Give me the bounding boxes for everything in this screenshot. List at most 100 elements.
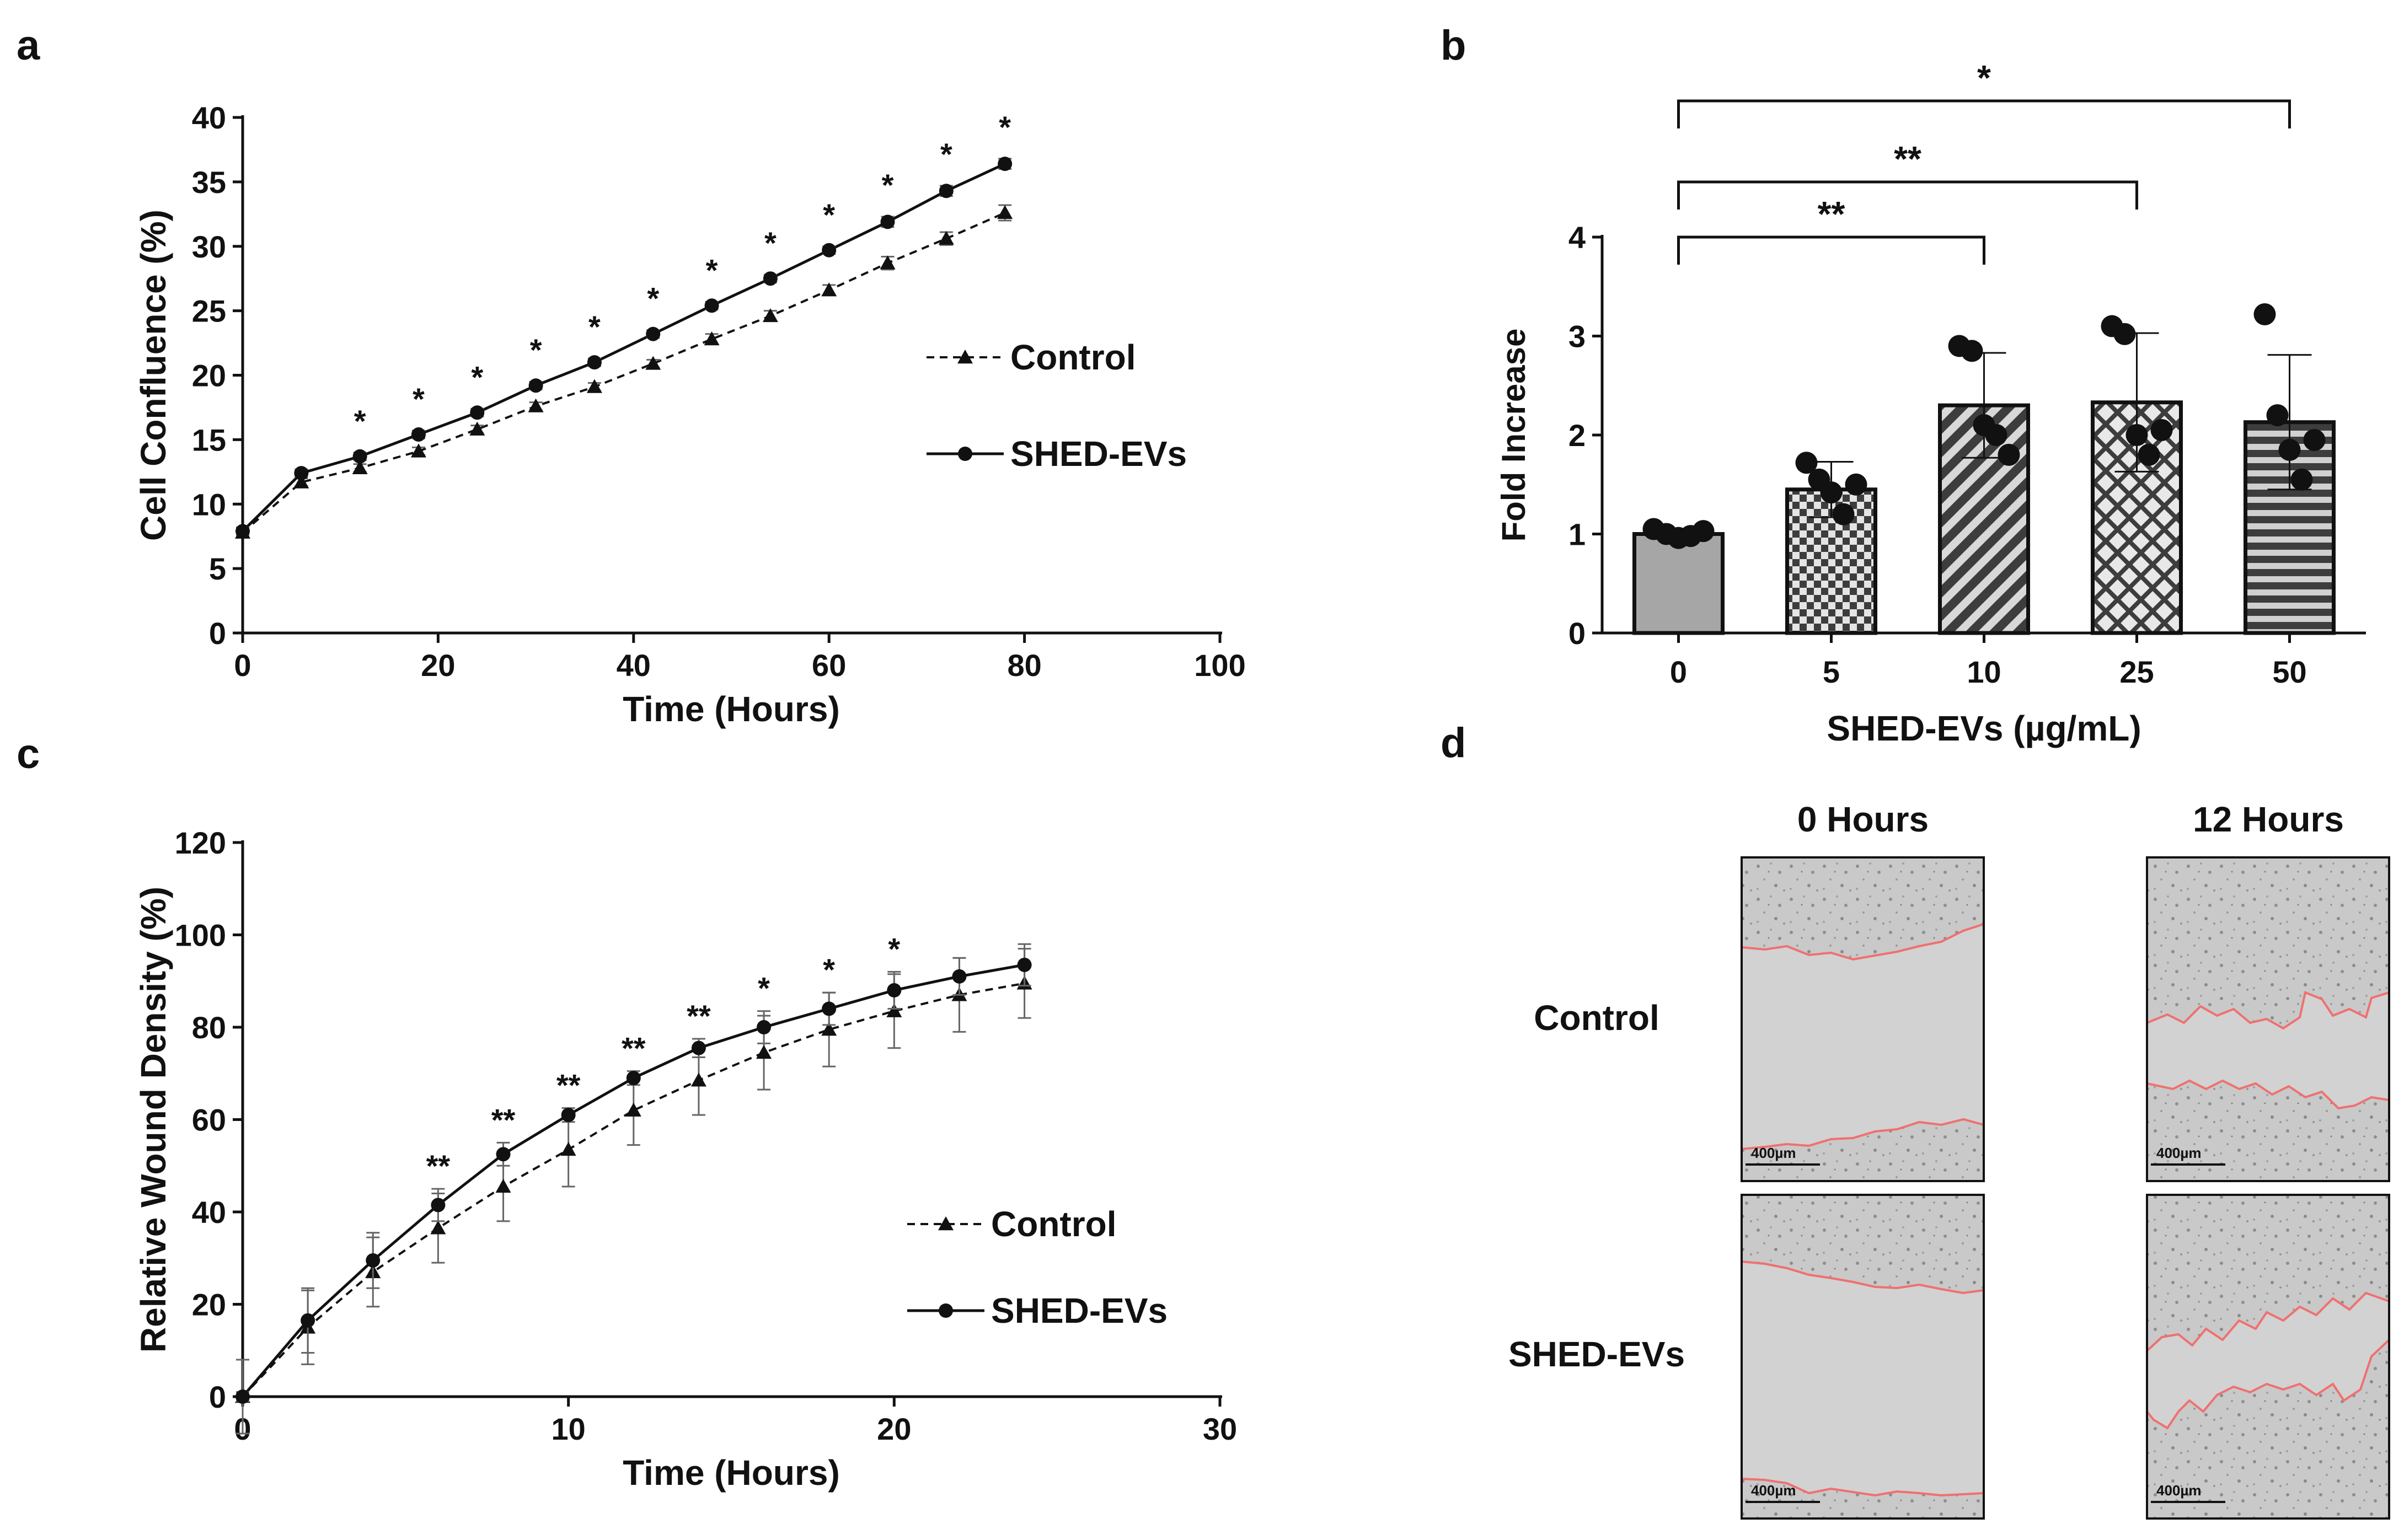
y-tick-label: 2: [1568, 418, 1586, 453]
significance-label: **: [622, 1031, 646, 1066]
data-point-shed-evs: [626, 1071, 641, 1086]
y-tick-label: 0: [209, 616, 226, 651]
data-point-control: [821, 282, 837, 297]
data-point-shed-evs: [301, 1313, 315, 1328]
data-point-shed-evs: [561, 1108, 576, 1123]
significance-label: **: [426, 1149, 451, 1183]
micrograph-control-0h: [1742, 857, 1984, 1181]
significance-label: **: [491, 1102, 516, 1137]
micrograph-frame-shed-evs-0h: [1741, 1194, 1985, 1520]
x-tick-label: 40: [617, 648, 651, 683]
data-point-shed-evs: [763, 271, 778, 286]
x-tick-label: 0: [1670, 654, 1687, 689]
data-point-control: [410, 443, 426, 458]
data-point-control: [586, 379, 602, 393]
data-point-shed-evs: [880, 214, 895, 229]
chart-b-fold-increase: 0 1 2 3 4 Fold Increase SHED-EVs (µg/mL) 0 5 10 25…: [1495, 58, 2366, 748]
replicate-point: [1845, 473, 1867, 496]
data-point-shed-evs: [691, 1040, 706, 1055]
micrograph-control-12h: [2147, 857, 2389, 1181]
bar-0: [1632, 532, 1725, 635]
comparison-bracket: [1677, 99, 2291, 128]
data-point-control: [430, 1220, 446, 1235]
x-axis-title: Time (Hours): [623, 1453, 840, 1493]
comparison-label: *: [1977, 58, 1991, 98]
series-line-shed-evs: [242, 963, 1025, 1398]
significance-label: *: [471, 359, 483, 394]
y-tick-label: 60: [192, 1103, 226, 1137]
y-tick-label: 20: [192, 1287, 226, 1322]
data-point-shed-evs: [939, 184, 954, 198]
y-tick-label: 0: [1568, 616, 1586, 651]
x-tick-label: 10: [552, 1412, 586, 1446]
y-tick-label: 40: [192, 100, 226, 135]
significance-label: *: [588, 309, 601, 344]
comparison-label: **: [1894, 139, 1921, 179]
y-tick-label: 25: [192, 294, 226, 329]
col-label-12-hours: 12 Hours: [2193, 799, 2344, 839]
data-point-shed-evs: [470, 405, 485, 420]
replicate-point: [2278, 438, 2301, 461]
y-tick-label: 10: [192, 487, 226, 522]
y-tick-label: 3: [1568, 319, 1586, 354]
data-point-shed-evs: [822, 1001, 837, 1016]
data-point-control: [352, 460, 368, 474]
row-label-control: Control: [1534, 998, 1659, 1038]
data-point-control: [756, 1045, 772, 1059]
data-point-shed-evs: [235, 1389, 250, 1404]
significance-label: **: [687, 999, 711, 1033]
scale-bar-shed-evs-12h: 400µm: [2151, 1482, 2225, 1503]
x-tick-label: 25: [2119, 654, 2154, 689]
y-tick-label: 80: [192, 1010, 226, 1045]
y-tick-label: 35: [192, 165, 226, 200]
significance-label: *: [530, 332, 542, 367]
replicate-point: [2150, 419, 2173, 442]
data-point-control: [293, 474, 309, 489]
panel-letter-d: d: [1441, 720, 1466, 766]
replicate-point: [2113, 323, 2136, 345]
scale-bar-label: 400µm: [2156, 1145, 2201, 1161]
x-tick-label: 50: [2272, 654, 2306, 689]
data-point-shed-evs: [235, 524, 250, 539]
data-point-control: [690, 1072, 706, 1087]
data-point-shed-evs: [1017, 957, 1032, 972]
data-point-control: [938, 230, 954, 245]
data-point-control: [528, 398, 544, 412]
legend-label-control: Control: [1010, 337, 1136, 377]
y-tick-label: 15: [192, 422, 226, 457]
micrograph-shed-evs-12h: [2147, 1195, 2389, 1518]
replicate-point: [2125, 424, 2148, 446]
scale-bar-label: 400µm: [1751, 1482, 1796, 1499]
x-tick-label: 20: [877, 1412, 911, 1446]
x-tick-label: 20: [421, 648, 455, 683]
replicate-point: [1692, 520, 1715, 543]
significance-label: *: [940, 137, 952, 171]
micrograph-frame-shed-evs-12h: [2146, 1194, 2390, 1520]
y-axis-title: Fold Increase: [1495, 329, 1532, 542]
significance-label: *: [882, 168, 894, 202]
data-point-shed-evs: [757, 1020, 772, 1034]
data-point-shed-evs: [411, 427, 426, 442]
y-tick-label: 120: [175, 825, 226, 860]
panel-letter-b: b: [1441, 22, 1466, 69]
y-axis-title: Relative Wound Density (%): [133, 887, 173, 1353]
y-tick-label: 0: [209, 1380, 226, 1414]
data-point-shed-evs: [704, 298, 719, 313]
data-point-shed-evs: [496, 1147, 511, 1162]
replicate-point: [2303, 428, 2326, 451]
data-point-control: [762, 308, 778, 323]
legend-marker-shed-evs: [958, 447, 972, 461]
x-axis-title: SHED-EVs (µg/mL): [1827, 709, 2141, 748]
col-label-0-hours: 0 Hours: [1797, 799, 1929, 839]
x-tick-label: 30: [1203, 1412, 1237, 1446]
micrograph-shed-evs-0h: [1742, 1195, 1984, 1518]
significance-label: *: [413, 382, 425, 416]
data-point-shed-evs: [528, 378, 543, 393]
data-point-shed-evs: [431, 1198, 446, 1212]
x-tick-label: 100: [1194, 648, 1245, 683]
replicate-point: [1961, 340, 1983, 362]
x-tick-label: 0: [234, 648, 251, 683]
replicate-point: [1832, 503, 1855, 525]
